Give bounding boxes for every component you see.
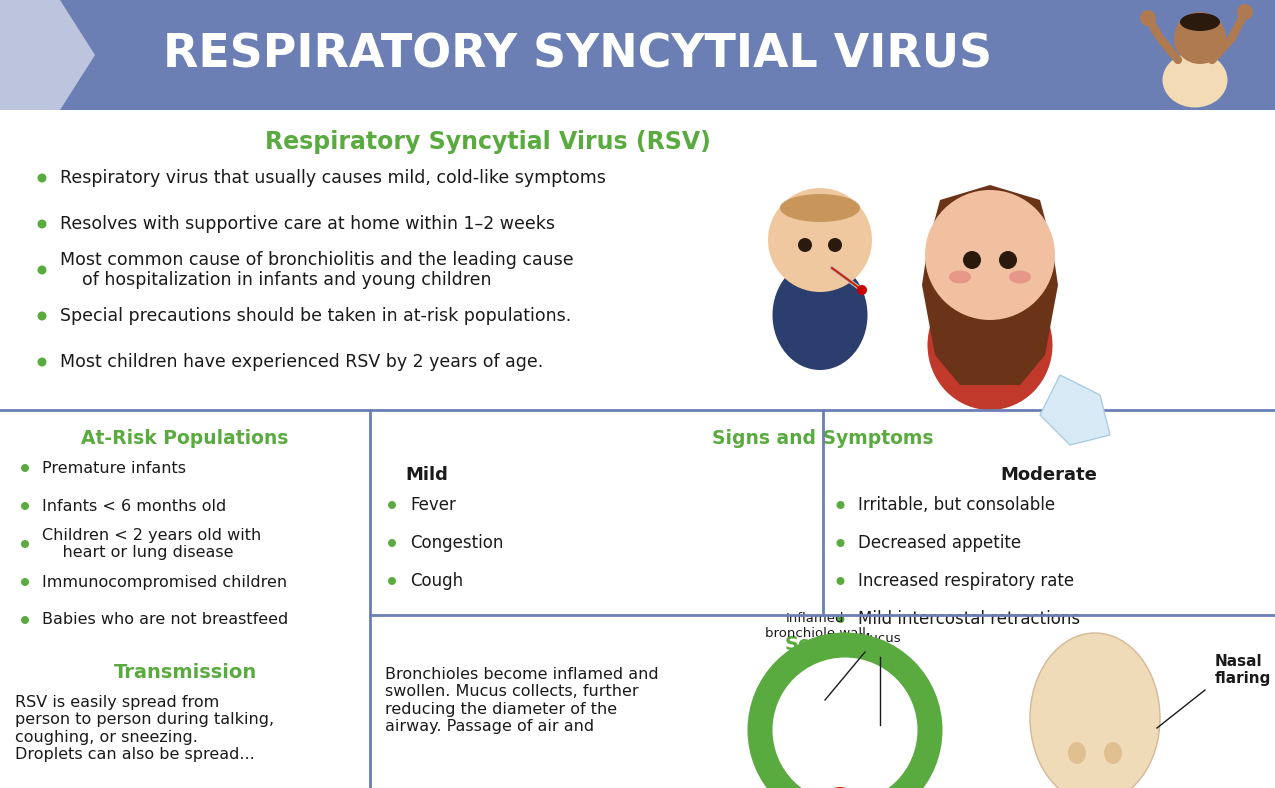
Polygon shape [0, 0, 96, 110]
Text: Mucus: Mucus [858, 632, 901, 645]
Text: Nasal
flaring: Nasal flaring [1215, 654, 1271, 686]
Ellipse shape [1009, 270, 1031, 284]
Text: Irritable, but consolable: Irritable, but consolable [858, 496, 1056, 514]
Circle shape [836, 577, 844, 585]
Circle shape [37, 173, 46, 183]
Ellipse shape [780, 194, 861, 222]
Text: Premature infants: Premature infants [42, 460, 186, 475]
Text: Most children have experienced RSV by 2 years of age.: Most children have experienced RSV by 2 … [60, 353, 543, 371]
Circle shape [836, 501, 844, 509]
Circle shape [20, 502, 29, 510]
Text: Respiratory virus that usually causes mild, cold-like symptoms: Respiratory virus that usually causes mi… [60, 169, 606, 187]
Polygon shape [1040, 375, 1111, 445]
Text: Severe: Severe [784, 635, 861, 655]
Text: Special precautions should be taken in at-risk populations.: Special precautions should be taken in a… [60, 307, 571, 325]
Ellipse shape [1068, 742, 1086, 764]
Text: Babies who are not breastfeed: Babies who are not breastfeed [42, 612, 288, 627]
Text: Moderate: Moderate [1001, 466, 1098, 484]
Circle shape [37, 266, 46, 274]
Circle shape [924, 190, 1054, 320]
Circle shape [37, 311, 46, 321]
Circle shape [388, 577, 397, 585]
Circle shape [20, 578, 29, 586]
Ellipse shape [1030, 633, 1160, 788]
Circle shape [1174, 12, 1227, 64]
Text: Mild: Mild [405, 466, 448, 484]
Circle shape [827, 238, 842, 252]
Text: Decreased appetite: Decreased appetite [858, 534, 1021, 552]
Circle shape [857, 285, 867, 295]
Circle shape [20, 464, 29, 472]
Circle shape [388, 501, 397, 509]
Ellipse shape [1179, 13, 1220, 31]
Text: Children < 2 years old with
    heart or lung disease: Children < 2 years old with heart or lun… [42, 528, 261, 560]
Polygon shape [922, 185, 1058, 385]
Text: Bronchioles become inflamed and
swollen. Mucus collects, further
reducing the di: Bronchioles become inflamed and swollen.… [385, 667, 659, 734]
Circle shape [388, 539, 397, 547]
Text: Infants < 6 months old: Infants < 6 months old [42, 499, 226, 514]
Text: Transmission: Transmission [113, 663, 256, 682]
Text: Cough: Cough [411, 572, 463, 590]
Text: Congestion: Congestion [411, 534, 504, 552]
Circle shape [20, 540, 29, 548]
Text: Resolves with supportive care at home within 1–2 weeks: Resolves with supportive care at home wi… [60, 215, 555, 233]
Text: RSV is easily spread from
person to person during talking,
coughing, or sneezing: RSV is easily spread from person to pers… [15, 695, 274, 762]
Text: Most common cause of bronchiolitis and the leading cause
    of hospitalization : Most common cause of bronchiolitis and t… [60, 251, 574, 289]
Text: Fever: Fever [411, 496, 456, 514]
Ellipse shape [1104, 742, 1122, 764]
Circle shape [822, 787, 858, 788]
Ellipse shape [773, 260, 867, 370]
Ellipse shape [1163, 53, 1228, 107]
Circle shape [37, 220, 46, 229]
Text: Increased respiratory rate: Increased respiratory rate [858, 572, 1075, 590]
Text: Immunocompromised children: Immunocompromised children [42, 574, 287, 589]
Circle shape [20, 616, 29, 624]
Circle shape [798, 238, 812, 252]
Circle shape [37, 358, 46, 366]
Text: RESPIRATORY SYNCYTIAL VIRUS: RESPIRATORY SYNCYTIAL VIRUS [163, 32, 992, 77]
Circle shape [1140, 10, 1156, 26]
Circle shape [768, 188, 872, 292]
Text: Mild intercostal retractions: Mild intercostal retractions [858, 610, 1081, 628]
Text: Inflamed
bronchiole wall: Inflamed bronchiole wall [765, 612, 866, 640]
Ellipse shape [927, 280, 1052, 410]
Circle shape [963, 251, 980, 269]
Ellipse shape [949, 270, 972, 284]
Circle shape [836, 615, 844, 623]
Text: Respiratory Syncytial Virus (RSV): Respiratory Syncytial Virus (RSV) [265, 130, 710, 154]
Circle shape [1237, 4, 1253, 20]
Circle shape [836, 539, 844, 547]
Text: Signs and Symptoms: Signs and Symptoms [711, 429, 933, 448]
Bar [0, 0, 1275, 110]
Circle shape [1000, 251, 1017, 269]
Text: At-Risk Populations: At-Risk Populations [82, 429, 288, 448]
